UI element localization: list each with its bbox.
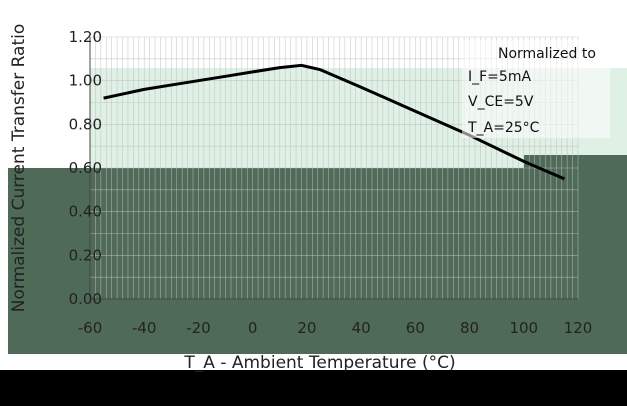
annotation-box: Normalized to I_F=5mA V_CE=5V T_A=25°C [462, 40, 610, 138]
y-tick-label: 0.20 [69, 246, 102, 264]
axes [89, 37, 578, 300]
x-tick-label: 120 [564, 319, 593, 337]
annotation-line: I_F=5mA [468, 69, 531, 85]
overlay-band-dark-step [524, 155, 627, 168]
x-tick-label: 40 [352, 319, 371, 337]
y-tick-label: 0.60 [69, 159, 102, 177]
y-tick-label: 0.80 [69, 115, 102, 133]
x-tick-label: -40 [132, 319, 157, 337]
annotation-background [462, 40, 610, 138]
y-axis-title: Normalized Current Transfer Ratio [9, 24, 29, 312]
x-tick-label: 80 [460, 319, 479, 337]
x-tick-label: 100 [509, 319, 538, 337]
y-tick-label: 0.00 [69, 290, 102, 308]
y-tick-label: 0.40 [69, 203, 102, 221]
x-tick-label: 0 [248, 319, 258, 337]
annotation-line: Normalized to [498, 46, 596, 62]
x-axis-title: T_A - Ambient Temperature (°C) [183, 353, 455, 373]
x-tick-label: -20 [186, 319, 211, 337]
x-tick-label: -60 [78, 319, 103, 337]
tick-labels: -60 -40 -20 0 20 40 60 80 100 120 0.00 0.20 0.40 0.60… [69, 28, 593, 337]
y-tick-label: 1.00 [69, 72, 102, 90]
annotation-line: T_A=25°C [467, 120, 540, 136]
overlay-band-black [0, 370, 627, 406]
axis-titles: T_A - Ambient Temperature (°C) Normalized… [9, 24, 456, 373]
y-tick-label: 1.20 [69, 28, 102, 46]
x-tick-label: 20 [297, 319, 316, 337]
x-tick-label: 60 [406, 319, 425, 337]
annotation-line: V_CE=5V [468, 94, 534, 110]
